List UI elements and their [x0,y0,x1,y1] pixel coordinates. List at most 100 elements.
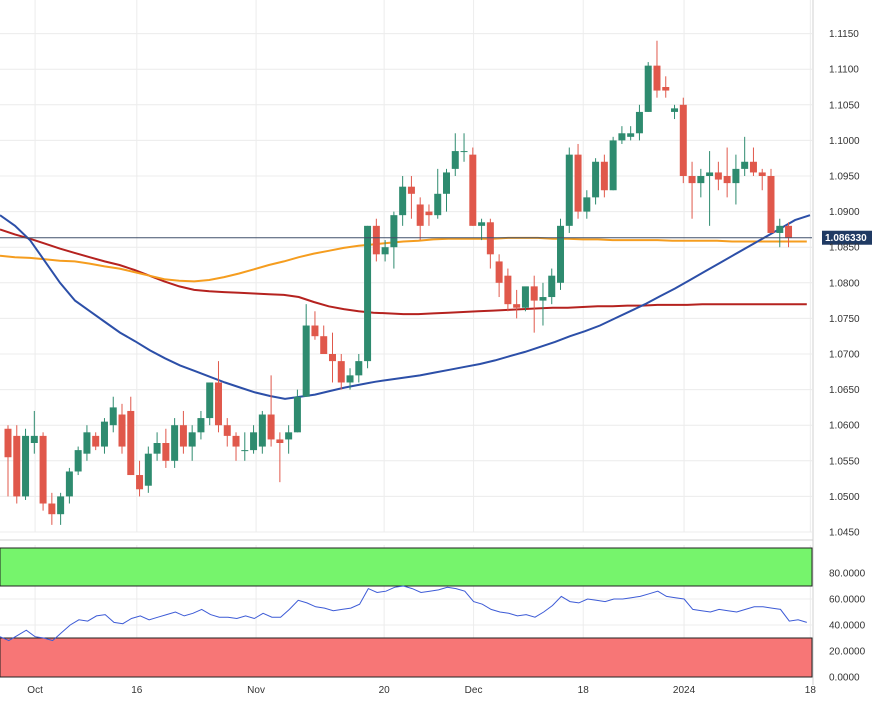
bullish-candle [293,389,301,433]
candle-body [302,325,310,397]
candle-body [478,222,486,226]
price-tick-label: 1.0850 [829,243,860,254]
last-price-badge [822,230,872,245]
candle-body [258,414,266,447]
bullish-candle [627,126,635,141]
candle-body [653,65,661,91]
bullish-candle [188,425,196,461]
candle-body [381,247,389,255]
bullish-candle [539,282,547,326]
candle-body [425,211,433,216]
bearish-candle [214,361,222,433]
candle-body [609,140,617,191]
time-tick-label: Oct [27,685,43,696]
bearish-candle [513,289,521,319]
time-tick-label: 16 [131,685,143,696]
candle-body [171,425,179,461]
price-tick-label: 1.0650 [829,385,860,396]
bearish-candle [162,428,170,468]
bullish-candle [65,467,73,504]
candle-body [276,439,284,443]
rsi-axis: 80.0000 60.0000 40.0000 20.0000 0.0000 [829,569,866,684]
bullish-candle [74,446,82,476]
price-tick-label: 1.0450 [829,528,860,539]
candle-body [513,304,521,308]
bearish-candle [136,460,144,497]
candle-body [776,225,784,233]
bearish-candle [232,432,240,461]
candle-body [311,325,319,337]
candle-body [57,496,65,515]
candle-body [241,450,249,452]
bearish-candle [416,197,424,241]
candle-body [679,104,687,176]
bearish-candle [504,268,512,312]
time-tick-label: 20 [379,685,391,696]
bearish-candle [92,432,100,451]
rsi-tick-label: 80.0000 [829,569,866,580]
candle-body [355,361,363,376]
candle-body [443,172,450,194]
candle-body [749,161,757,173]
bearish-candle [407,176,415,219]
bullish-candle [250,425,258,454]
candle-body [627,133,635,137]
candle-body [390,215,398,248]
price-tick-label: 1.0750 [829,314,860,325]
price-axis[interactable]: 1.1150 1.1100 1.1050 1.1000 1.0950 1.0900 1.08… [829,29,860,538]
candle-body [574,154,582,212]
bullish-candle [302,304,310,397]
time-axis[interactable]: Oct 16 Nov 20 Dec 18 2024 18 [27,685,816,696]
candle-body [592,161,600,198]
sma-slow-line [0,228,807,316]
time-tick-label: 18 [578,685,590,696]
price-tick-label: 1.0700 [829,350,860,361]
bearish-candle [337,354,345,390]
bearish-candle [530,275,538,333]
candle-body [635,111,643,134]
candle-body [495,261,503,283]
rsi-tick-label: 0.0000 [829,673,860,684]
candle-body [92,435,100,447]
candle-body [671,108,679,112]
candle-body [714,172,722,180]
candle-body [48,503,56,515]
bullish-candle [206,382,214,426]
bearish-candle [4,425,12,497]
bullish-candle [644,62,652,112]
time-tick-label: 18 [805,685,817,696]
rsi-line [0,585,807,642]
bearish-candle [662,76,670,98]
bearish-candle [425,204,433,226]
price-tick-label: 1.0500 [829,492,860,503]
candle-body [758,172,766,176]
bullish-candle [285,425,293,454]
last-price-marker: 1.086330 [0,230,872,245]
candle-body [644,65,652,112]
candle-body [688,176,696,184]
candles[interactable] [4,40,793,525]
candle-body [706,172,714,176]
candle-body [416,204,424,226]
bearish-candle [311,311,319,340]
candle-body [451,151,459,169]
bullish-candle [57,492,65,525]
bullish-candle [741,136,749,176]
bullish-candle [399,176,407,226]
bullish-candle [583,190,591,219]
candle-body [469,154,477,226]
bullish-candle [521,286,529,312]
bearish-candle [495,254,503,298]
bullish-candle [565,147,573,233]
candle-body [127,410,135,476]
rsi-tick-label: 60.0000 [829,595,866,606]
candle-body [30,435,38,443]
candle-body [197,418,205,433]
bearish-candle [679,97,687,184]
bearish-candle [372,218,380,262]
candle-body [232,435,240,447]
candle-body [583,197,591,212]
candle-body [162,443,170,461]
candle-body [460,151,468,153]
